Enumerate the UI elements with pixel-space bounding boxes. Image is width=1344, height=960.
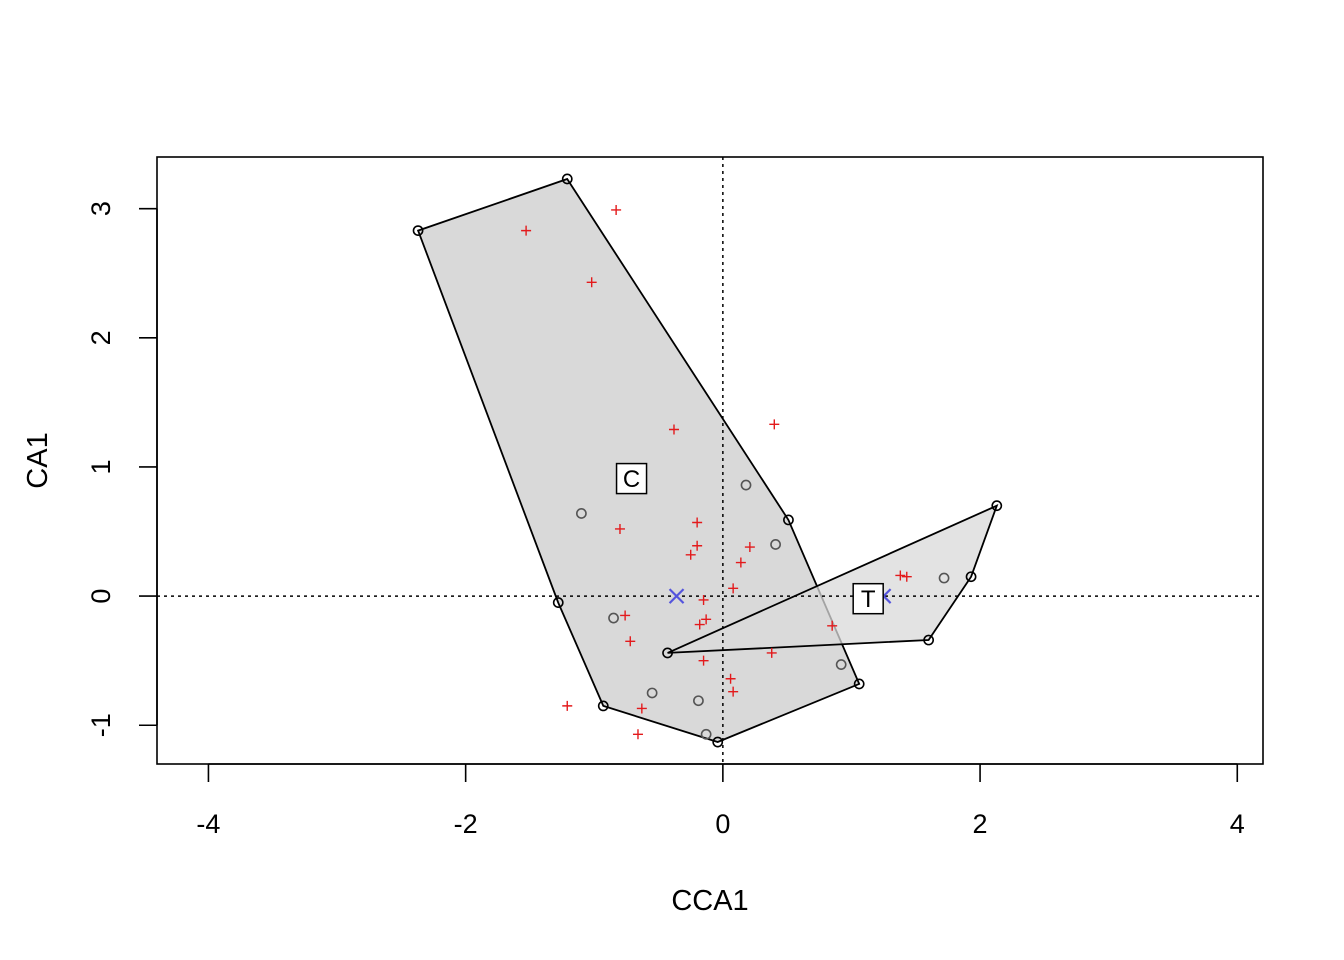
- species-point: [614, 523, 625, 534]
- species-point: [692, 540, 703, 551]
- x-axis-title: CCA1: [671, 885, 748, 917]
- y-axis: -1 0 1 2 3: [86, 201, 158, 737]
- y-tick-label: 3: [86, 201, 116, 216]
- species-point: [620, 610, 631, 621]
- x-tick-label: 4: [1230, 809, 1245, 839]
- hull-vertex-point: [662, 647, 673, 659]
- hull-vertex-point: [597, 700, 609, 712]
- group-label-t: T: [861, 586, 876, 613]
- group-labels: CT: [615, 462, 884, 615]
- species-point: [735, 557, 746, 568]
- y-tick-label: 2: [86, 330, 116, 345]
- site-point: [700, 728, 712, 740]
- site-point: [693, 695, 704, 707]
- hull-vertices: [412, 173, 1003, 748]
- hull-vertex-point: [965, 571, 977, 583]
- hull-c: [416, 177, 861, 743]
- species-point: [668, 424, 679, 435]
- site-point: [938, 572, 950, 584]
- species-point: [728, 686, 739, 697]
- hull-vertex-point: [923, 634, 935, 646]
- species-point: [694, 619, 705, 630]
- y-tick-label: 0: [86, 589, 116, 604]
- centroid-c: [668, 588, 685, 604]
- hull-vertex-point: [561, 173, 573, 185]
- group-hulls: [416, 177, 999, 743]
- species-point: [769, 419, 780, 430]
- species-point: [827, 620, 838, 631]
- species-point: [586, 277, 597, 288]
- hull-vertex-point: [412, 225, 424, 237]
- species-points: [521, 204, 912, 740]
- hull-vertex-point: [552, 597, 564, 608]
- site-point: [770, 539, 781, 550]
- site-points: [575, 479, 950, 740]
- y-tick-label: 1: [86, 459, 116, 474]
- species-point: [895, 570, 906, 581]
- species-point: [701, 614, 712, 625]
- species-point: [562, 700, 573, 711]
- y-tick-label: -1: [86, 713, 116, 737]
- species-point: [698, 655, 709, 666]
- hull-vertex-point: [991, 500, 1003, 512]
- x-axis: -4 -2 0 2 4: [196, 763, 1245, 839]
- species-point: [744, 542, 755, 553]
- species-point: [728, 583, 739, 594]
- hull-vertex-point: [783, 514, 794, 526]
- site-point: [646, 687, 658, 699]
- site-point: [575, 508, 587, 519]
- species-point: [632, 729, 643, 740]
- group-label-box: [615, 462, 648, 495]
- reference-lines: [157, 157, 1263, 764]
- species-point: [725, 673, 736, 684]
- species-point: [901, 571, 912, 582]
- hull-vertex-point: [853, 678, 865, 690]
- species-point: [636, 703, 647, 714]
- species-point: [625, 636, 636, 647]
- species-point: [611, 204, 622, 215]
- site-point: [835, 659, 847, 670]
- group-label-box: [852, 582, 884, 615]
- x-tick-label: 2: [973, 809, 988, 839]
- species-point: [692, 517, 703, 528]
- species-point: [766, 647, 777, 658]
- species-point: [685, 549, 696, 560]
- species-point: [698, 594, 709, 605]
- site-point: [740, 479, 752, 491]
- site-point: [608, 612, 619, 624]
- x-tick-label: 0: [715, 809, 730, 839]
- x-tick-label: -2: [454, 809, 478, 839]
- group-label-c: C: [623, 466, 640, 493]
- hull-vertex-point: [712, 736, 724, 748]
- hull-t: [667, 504, 999, 654]
- y-axis-title: CA1: [22, 432, 54, 488]
- species-point: [521, 225, 532, 236]
- x-tick-label: -4: [196, 809, 220, 839]
